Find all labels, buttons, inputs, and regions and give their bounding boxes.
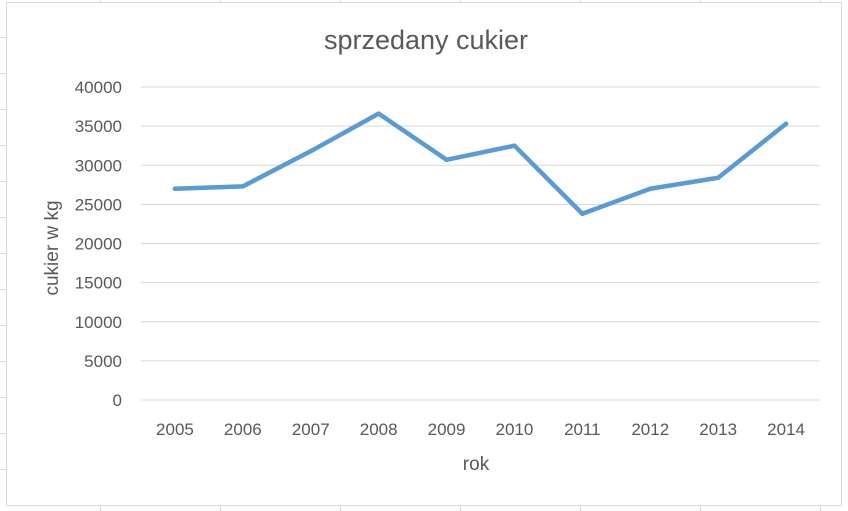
data-point[interactable] [648, 186, 653, 191]
y-tick-label: 10000 [75, 313, 122, 332]
x-tick-label: 2013 [699, 420, 737, 439]
sheet-gridline [0, 289, 6, 290]
data-point[interactable] [580, 211, 585, 216]
y-tick-label: 35000 [75, 117, 122, 136]
x-axis-ticks: 2005 2006 2007 2008 2009 2010 2011 2012 2013 2014 [156, 420, 805, 439]
x-tick-label: 2005 [156, 420, 194, 439]
y-tick-label: 25000 [75, 195, 122, 214]
sheet-gridline [0, 361, 6, 362]
y-axis-title[interactable]: cukier w kg [42, 200, 63, 295]
sheet-gridline [0, 73, 6, 74]
x-tick-label: 2014 [767, 420, 805, 439]
data-point[interactable] [512, 143, 517, 148]
chart-title[interactable]: sprzedany cukier [324, 25, 528, 55]
data-point[interactable] [715, 175, 721, 180]
x-tick-label: 2012 [631, 420, 669, 439]
x-tick-label: 2010 [496, 420, 534, 439]
y-tick-label: 20000 [75, 235, 122, 254]
x-tick-label: 2011 [564, 420, 601, 439]
data-point[interactable] [240, 184, 246, 189]
series-line[interactable] [172, 111, 789, 217]
sheet-gridline [0, 145, 6, 146]
x-tick-label: 2007 [292, 420, 330, 439]
y-tick-label: 30000 [75, 156, 122, 175]
sheet-gridline [0, 397, 6, 398]
x-tick-label: 2009 [428, 420, 466, 439]
x-tick-label: 2008 [360, 420, 398, 439]
sheet-gridline [0, 181, 6, 182]
y-tick-label: 5000 [84, 352, 122, 371]
data-point[interactable] [308, 148, 313, 154]
y-tick-label: 0 [113, 391, 122, 410]
sheet-gridline [0, 253, 6, 254]
data-point[interactable] [172, 186, 178, 191]
data-point[interactable] [444, 157, 449, 162]
sheet-gridline [0, 37, 6, 38]
data-point[interactable] [376, 111, 381, 116]
sheet-gridline [0, 433, 6, 434]
sheet-gridline [0, 325, 6, 326]
sheet-gridline [0, 217, 6, 218]
x-axis-title[interactable]: rok [463, 454, 490, 475]
data-point[interactable] [783, 121, 789, 126]
sheet-gridline [0, 469, 6, 470]
sheet-gridline [0, 109, 6, 110]
x-tick-label: 2006 [224, 420, 262, 439]
y-axis-ticks: 0 5000 10000 15000 20000 25000 30000 35000 40000 [75, 78, 122, 410]
chart-area[interactable]: sprzedany cukier 0 5000 10000 15000 20000 250… [6, 2, 842, 506]
y-tick-label: 40000 [75, 78, 122, 97]
y-tick-label: 15000 [75, 274, 122, 293]
gridlines [141, 86, 820, 401]
series-layer [172, 111, 789, 217]
line-chart: sprzedany cukier 0 5000 10000 15000 20000 250… [42, 25, 820, 475]
